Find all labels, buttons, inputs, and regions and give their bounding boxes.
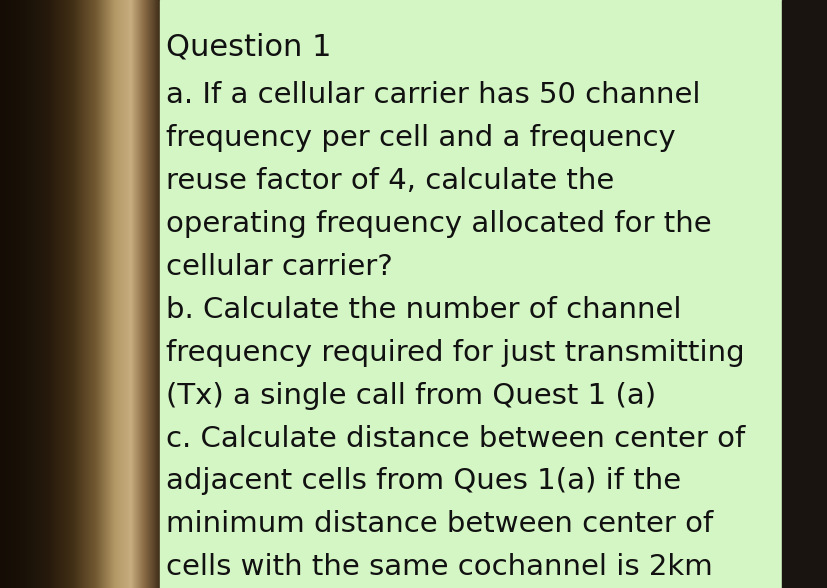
Text: frequency required for just transmitting: frequency required for just transmitting (165, 339, 743, 367)
Bar (160, 0, 782, 588)
Bar (782, 0, 827, 588)
Text: cellular carrier?: cellular carrier? (165, 253, 392, 281)
Text: c. Calculate distance between center of: c. Calculate distance between center of (165, 425, 744, 453)
Text: Question 1: Question 1 (165, 32, 331, 61)
Text: (Tx) a single call from Quest 1 (a): (Tx) a single call from Quest 1 (a) (165, 382, 655, 410)
Text: frequency per cell and a frequency: frequency per cell and a frequency (165, 124, 675, 152)
Text: operating frequency allocated for the: operating frequency allocated for the (165, 210, 710, 238)
Text: a. If a cellular carrier has 50 channel: a. If a cellular carrier has 50 channel (165, 81, 700, 109)
Text: cells with the same cochannel is 2km: cells with the same cochannel is 2km (165, 553, 711, 582)
Text: minimum distance between center of: minimum distance between center of (165, 510, 712, 539)
Text: adjacent cells from Ques 1(a) if the: adjacent cells from Ques 1(a) if the (165, 467, 680, 496)
Text: b. Calculate the number of channel: b. Calculate the number of channel (165, 296, 681, 324)
Text: reuse factor of 4, calculate the: reuse factor of 4, calculate the (165, 167, 613, 195)
